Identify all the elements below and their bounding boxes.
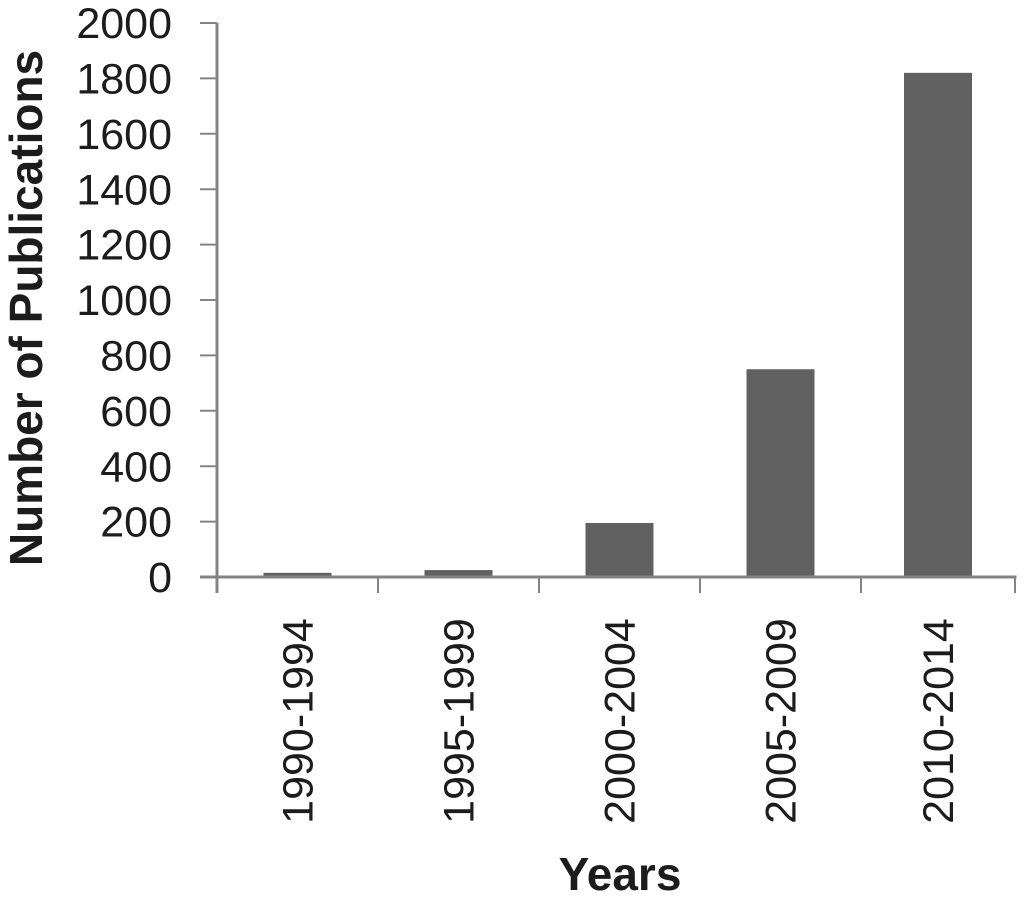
- y-tick-label: 200: [100, 499, 172, 547]
- y-tick-label: 2000: [76, 0, 172, 48]
- x-tick-label: 2005-2009: [758, 618, 806, 824]
- x-tick-label: 2010-2014: [915, 618, 963, 824]
- y-tick-label: 1200: [76, 222, 172, 270]
- x-tick-label: 1995-1999: [436, 618, 484, 824]
- y-tick-label: 400: [100, 443, 172, 491]
- y-axis-title: Number of Publications: [0, 49, 52, 567]
- x-axis-title: Years: [558, 848, 682, 899]
- bar-2010-2014: [904, 72, 972, 578]
- y-tick-label: 800: [100, 332, 172, 380]
- y-tick-label: 1800: [76, 55, 172, 103]
- x-tick-label: 1990-1994: [275, 618, 323, 824]
- y-tick-label: 0: [148, 554, 172, 602]
- y-tick-label: 1600: [76, 111, 172, 159]
- x-tick-label: 2000-2004: [597, 618, 645, 824]
- bar-2005-2009: [746, 369, 815, 577]
- y-tick-label: 1000: [76, 277, 172, 325]
- y-tick-label: 1400: [76, 166, 172, 214]
- bar-1995-1999: [424, 570, 493, 577]
- y-tick-label: 600: [100, 388, 172, 436]
- bar-2000-2004: [585, 522, 654, 577]
- bar-1990-1994: [263, 572, 332, 577]
